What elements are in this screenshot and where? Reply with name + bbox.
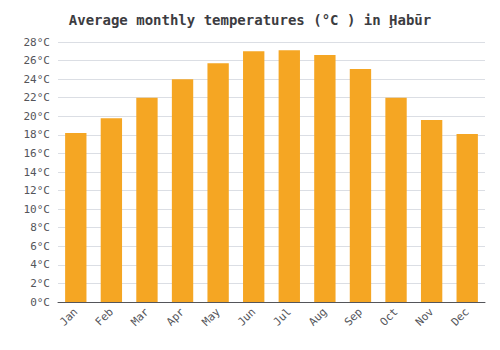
svg-text:16°C: 16°C	[24, 147, 51, 160]
svg-text:24°C: 24°C	[24, 73, 51, 86]
svg-text:Feb: Feb	[93, 305, 116, 328]
svg-text:Jan: Jan	[57, 305, 80, 328]
svg-text:26°C: 26°C	[24, 54, 51, 67]
svg-text:Jul: Jul	[271, 305, 294, 328]
svg-text:6°C: 6°C	[30, 240, 50, 253]
svg-text:8°C: 8°C	[30, 221, 50, 234]
svg-text:18°C: 18°C	[24, 128, 51, 141]
svg-text:28°C: 28°C	[24, 36, 51, 49]
svg-text:Jun: Jun	[235, 305, 258, 328]
svg-text:2°C: 2°C	[30, 277, 50, 290]
svg-text:10°C: 10°C	[24, 203, 51, 216]
svg-text:Dec: Dec	[449, 305, 472, 328]
svg-text:Apr: Apr	[164, 305, 187, 328]
svg-text:Mar: Mar	[128, 305, 151, 328]
svg-text:0°C: 0°C	[30, 296, 50, 309]
svg-text:May: May	[199, 305, 222, 328]
svg-text:14°C: 14°C	[24, 166, 51, 179]
svg-text:12°C: 12°C	[24, 184, 51, 197]
svg-text:Sep: Sep	[342, 305, 365, 328]
svg-text:Nov: Nov	[413, 305, 436, 328]
svg-text:Aug: Aug	[306, 305, 329, 328]
svg-text:22°C: 22°C	[24, 91, 51, 104]
svg-text:20°C: 20°C	[24, 110, 51, 123]
svg-text:Oct: Oct	[377, 305, 400, 328]
svg-text:Average monthly temperatures (: Average monthly temperatures (°C ) in Ḩa…	[69, 12, 431, 28]
svg-text:4°C: 4°C	[30, 258, 50, 271]
